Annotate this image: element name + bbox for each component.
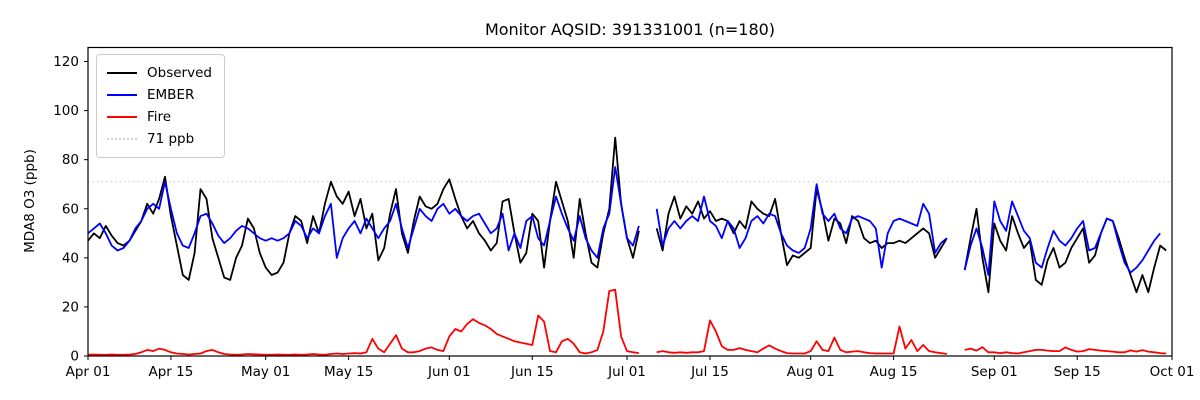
- legend-label-ember: EMBER: [147, 87, 195, 103]
- legend-item-fire: Fire: [107, 106, 212, 128]
- x-axis-tick-label: Jun 01: [427, 364, 471, 380]
- x-axis-tick-label: May 01: [241, 364, 290, 380]
- legend: Observed EMBER Fire 71 ppb: [96, 54, 225, 158]
- legend-label-fire: Fire: [147, 109, 172, 125]
- y-axis-tick-label: 20: [62, 299, 79, 315]
- legend-swatch-ref-line: [107, 138, 137, 140]
- y-axis-tick-label: 60: [62, 201, 79, 217]
- x-axis-tick-label: May 15: [324, 364, 373, 380]
- chart-title: Monitor AQSID: 391331001 (n=180): [484, 20, 776, 39]
- series-line-fire: [87, 288, 1167, 356]
- legend-swatch-observed: [107, 72, 137, 74]
- x-axis-tick-label: Jul 15: [690, 364, 729, 380]
- legend-item-ember: EMBER: [107, 84, 212, 106]
- x-axis-tick-label: Aug 01: [787, 364, 835, 380]
- legend-label-ref-line: 71 ppb: [147, 131, 195, 147]
- legend-item-ref-line: 71 ppb: [107, 128, 212, 150]
- x-axis-tick-label: Jul 01: [607, 364, 646, 380]
- legend-swatch-ember: [107, 94, 137, 96]
- y-axis-tick-label: 40: [62, 250, 79, 266]
- legend-label-observed: Observed: [147, 65, 212, 81]
- x-axis-tick-label: Apr 15: [149, 364, 194, 380]
- x-axis-tick-label: Jun 15: [510, 364, 554, 380]
- legend-item-observed: Observed: [107, 62, 212, 84]
- series-line-observed: [87, 136, 1167, 294]
- x-axis-tick-label: Oct 01: [1150, 364, 1195, 380]
- x-axis-tick-label: Apr 01: [66, 364, 111, 380]
- plot-frame: [87, 46, 1173, 357]
- legend-swatch-fire: [107, 116, 137, 118]
- x-axis-tick-label: Aug 15: [870, 364, 918, 380]
- y-axis-tick-label: 100: [53, 103, 79, 119]
- x-axis-tick-label: Sep 01: [971, 364, 1018, 380]
- y-axis-tick-label: 0: [70, 349, 79, 365]
- y-axis-tick-label: 80: [62, 152, 79, 168]
- series-line-ember: [87, 166, 1161, 276]
- y-axis-tick-label: 120: [53, 54, 79, 70]
- x-axis-tick-label: Sep 15: [1054, 364, 1101, 380]
